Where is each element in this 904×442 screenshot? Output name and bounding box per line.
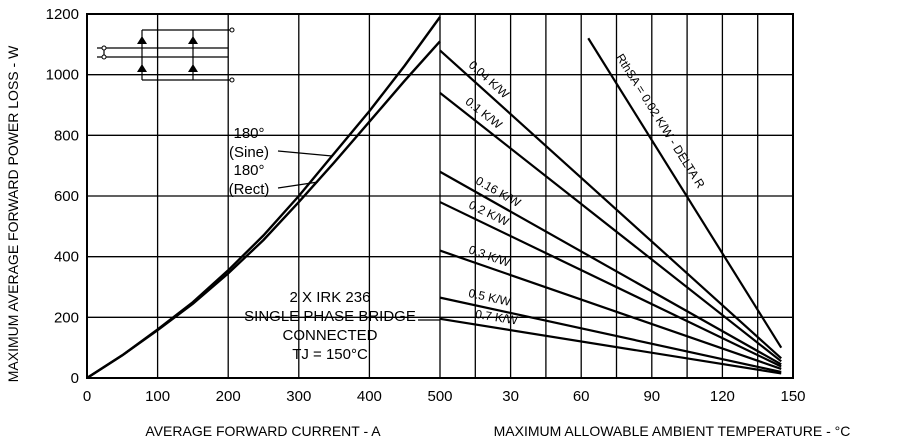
- x-tick-label-right: 120: [710, 388, 735, 405]
- bridge-annotation-line: TJ = 150°C: [292, 346, 368, 363]
- y-tick-label: 0: [71, 370, 79, 387]
- x-tick-label-right: 60: [573, 388, 590, 405]
- heatsink-line-6: [439, 296, 782, 374]
- series-layer: [86, 16, 783, 380]
- y-tick-label: 1200: [46, 6, 79, 23]
- x-tick-label-left: 200: [216, 388, 241, 405]
- bridge-annotation-line: 2 X IRK 236: [290, 289, 371, 306]
- sine-label-type: (Sine): [229, 144, 269, 161]
- heatsink-line-0: [587, 37, 783, 349]
- grid: [87, 14, 793, 378]
- x-tick-label-right: 150: [780, 388, 805, 405]
- rect-leader-line: [277, 181, 319, 189]
- x-tick-label-left: 400: [357, 388, 382, 405]
- heatsink-label-0: RthSA = 0.02 K/W - DELTA R: [613, 51, 708, 191]
- y-tick-label: 200: [54, 309, 79, 326]
- heatsink-line-1: [439, 49, 782, 360]
- heatsink-line-7: [439, 317, 782, 375]
- y-tick-label: 1000: [46, 67, 79, 84]
- text-layer: 0 200 400 600 800 1000 1200 0 100 200 300 400 500 30 6…: [5, 6, 850, 439]
- heatsink-label-7: 0.7 K/W: [474, 307, 519, 328]
- x-axis-label-left: AVERAGE FORWARD CURRENT - A: [145, 423, 381, 439]
- bridge-annotation-line: SINGLE PHASE BRIDGE: [244, 308, 416, 325]
- x-tick-label-right: 90: [643, 388, 660, 405]
- y-tick-label: 800: [54, 127, 79, 144]
- sine-leader-line: [277, 150, 333, 157]
- x-tick-label-right: 30: [502, 388, 519, 405]
- heatsink-line-5: [439, 249, 782, 370]
- curve-rect: [86, 40, 441, 380]
- bridge-annotation-line: CONNECTED: [282, 327, 377, 344]
- heatsink-line-2: [439, 92, 782, 363]
- x-tick-label-left: 0: [83, 388, 91, 405]
- heatsink-line-3: [439, 170, 782, 366]
- y-tick-label: 400: [54, 249, 79, 266]
- heatsink-line-4: [439, 201, 782, 368]
- x-tick-label-left: 500: [427, 388, 452, 405]
- sine-label-angle: 180°: [233, 125, 264, 142]
- y-axis-label: MAXIMUM AVERAGE FORWARD POWER LOSS - W: [5, 45, 21, 382]
- plot-frame: [86, 13, 794, 379]
- x-axis-label-right: MAXIMUM ALLOWABLE AMBIENT TEMPERATURE - …: [494, 423, 851, 439]
- x-tick-label-left: 100: [145, 388, 170, 405]
- y-tick-label: 600: [54, 188, 79, 205]
- x-tick-label-left: 300: [286, 388, 311, 405]
- heatsink-label-5: 0.3 K/W: [467, 243, 513, 270]
- bridge-schematic-icon: [97, 27, 235, 83]
- rect-label-type: (Rect): [229, 181, 270, 198]
- rect-label-angle: 180°: [233, 162, 264, 179]
